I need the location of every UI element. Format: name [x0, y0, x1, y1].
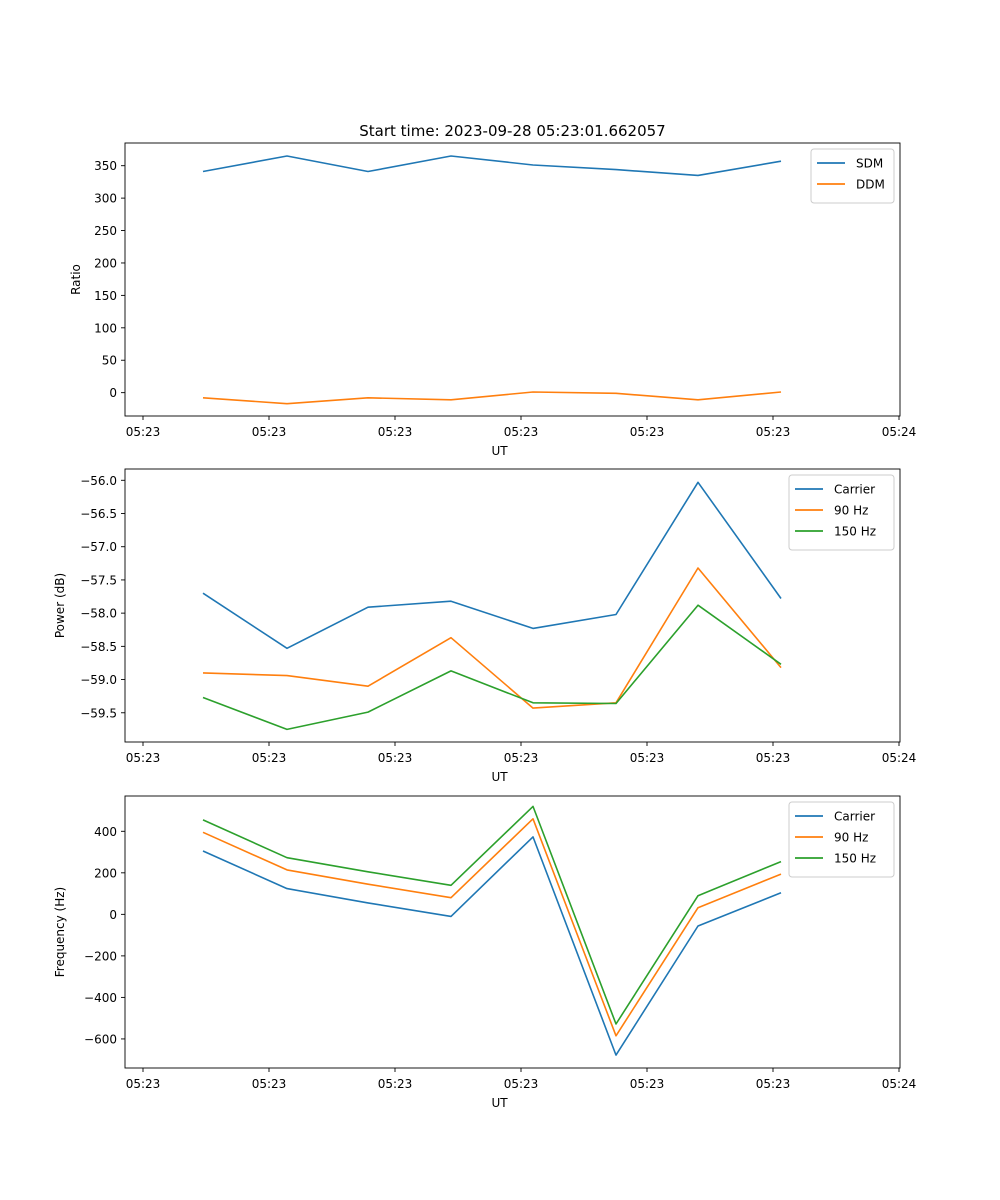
- x-tick-label: 05:23: [378, 1077, 413, 1091]
- y-tick-label: −59.5: [80, 706, 117, 720]
- series-line-sdm: [202, 155, 782, 177]
- y-axis-label: Ratio: [69, 264, 83, 295]
- y-tick-label: −57.0: [80, 540, 117, 554]
- x-axis-label: UT: [491, 1096, 508, 1110]
- x-tick-label: 05:23: [378, 751, 413, 765]
- legend: SDM DDM: [810, 148, 895, 204]
- y-axis-label: Frequency (Hz): [53, 887, 67, 978]
- series-line-90-hz: [202, 817, 782, 1037]
- series-line-carrier: [202, 481, 782, 650]
- x-tick-label: 05:23: [126, 425, 161, 439]
- panel-3: 05:23 05:23 05:23 05:23 05:23 05:23 05:24 400 20…: [53, 795, 917, 1110]
- series-line-90-hz: [202, 567, 782, 709]
- series-line-ddm: [202, 391, 782, 405]
- y-tick-label: 300: [94, 192, 117, 206]
- x-tick-label: 05:23: [630, 425, 665, 439]
- y-tick-label: −400: [84, 991, 117, 1005]
- legend-label: SDM: [856, 157, 883, 171]
- x-tick-label: 05:24: [882, 425, 917, 439]
- x-axis-label: UT: [491, 444, 508, 458]
- x-tick-label: 05:23: [252, 751, 287, 765]
- legend: Carrier 90 Hz 150 Hz: [788, 801, 895, 878]
- x-tick-label: 05:24: [882, 1077, 917, 1091]
- x-tick-label: 05:23: [756, 751, 791, 765]
- series-line-150-hz: [202, 805, 782, 1025]
- legend-label: 90 Hz: [834, 831, 868, 845]
- legend: Carrier 90 Hz 150 Hz: [788, 474, 895, 551]
- legend-label: 90 Hz: [834, 504, 868, 518]
- y-tick-label: 150: [94, 289, 117, 303]
- panel-2: 05:23 05:23 05:23 05:23 05:23 05:23 05:24 −56.0…: [53, 468, 917, 784]
- x-axis-label: UT: [491, 770, 508, 784]
- series-line-150-hz: [202, 604, 782, 731]
- y-tick-label: −59.0: [80, 673, 117, 687]
- axes-frame: [124, 468, 901, 743]
- legend-label: 150 Hz: [834, 852, 876, 866]
- y-tick-label: 350: [94, 159, 117, 173]
- axes-frame: [124, 142, 901, 417]
- x-tick-label: 05:23: [504, 1077, 539, 1091]
- legend-label: Carrier: [834, 810, 875, 824]
- x-tick-label: 05:23: [756, 425, 791, 439]
- y-tick-label: 50: [102, 354, 117, 368]
- panel-1: Start time: 2023-09-28 05:23:01.66205705…: [69, 122, 916, 458]
- x-tick-label: 05:23: [252, 1077, 287, 1091]
- y-tick-label: −58.5: [80, 640, 117, 654]
- y-tick-label: −200: [84, 949, 117, 963]
- legend-label: DDM: [856, 178, 885, 192]
- axes-frame: [124, 795, 901, 1069]
- y-tick-label: −57.5: [80, 573, 117, 587]
- x-tick-label: 05:23: [504, 425, 539, 439]
- x-tick-label: 05:23: [630, 751, 665, 765]
- y-tick-label: −56.0: [80, 474, 117, 488]
- y-tick-label: 0: [109, 386, 117, 400]
- y-axis-label: Power (dB): [53, 573, 67, 638]
- legend-label: 150 Hz: [834, 525, 876, 539]
- x-tick-label: 05:23: [126, 751, 161, 765]
- chart-title: Start time: 2023-09-28 05:23:01.662057: [359, 122, 665, 140]
- y-tick-label: −600: [84, 1032, 117, 1046]
- y-tick-label: −58.0: [80, 607, 117, 621]
- legend-label: Carrier: [834, 483, 875, 497]
- x-tick-label: 05:23: [378, 425, 413, 439]
- y-tick-label: 400: [94, 825, 117, 839]
- y-tick-label: 0: [109, 908, 117, 922]
- y-tick-label: −56.5: [80, 507, 117, 521]
- y-tick-label: 250: [94, 224, 117, 238]
- x-tick-label: 05:24: [882, 751, 917, 765]
- y-tick-label: 200: [94, 256, 117, 270]
- y-tick-label: 200: [94, 866, 117, 880]
- x-tick-label: 05:23: [252, 425, 287, 439]
- series-line-carrier: [202, 836, 782, 1056]
- x-tick-label: 05:23: [756, 1077, 791, 1091]
- x-tick-label: 05:23: [504, 751, 539, 765]
- y-tick-label: 100: [94, 321, 117, 335]
- x-tick-label: 05:23: [126, 1077, 161, 1091]
- x-tick-label: 05:23: [630, 1077, 665, 1091]
